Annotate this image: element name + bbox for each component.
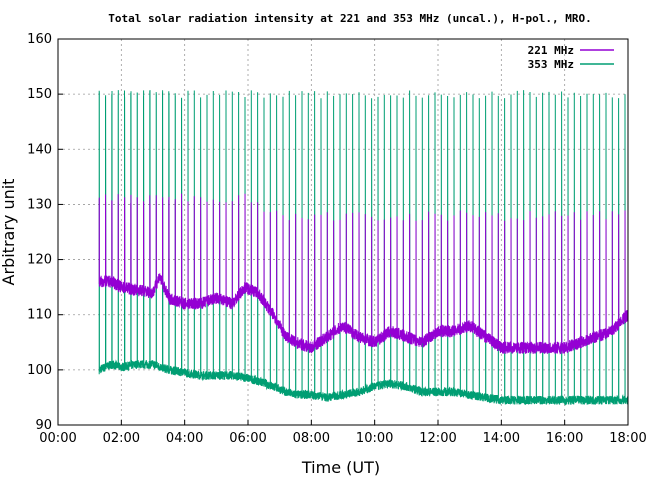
y-tick-label: 110 bbox=[27, 308, 52, 323]
y-axis-label: Arbitrary unit bbox=[0, 179, 18, 286]
series-layer bbox=[98, 90, 629, 406]
series-line-221-mhz bbox=[98, 193, 629, 355]
x-tick-label: 14:00 bbox=[483, 431, 520, 446]
y-tick-label: 140 bbox=[27, 142, 52, 157]
x-tick-label: 02:00 bbox=[103, 431, 140, 446]
grid-lines bbox=[58, 39, 628, 425]
x-axis-label: Time (UT) bbox=[301, 458, 380, 477]
y-tick-label: 120 bbox=[27, 253, 52, 268]
chart-title: Total solar radiation intensity at 221 a… bbox=[108, 12, 591, 25]
series-221-mhz bbox=[98, 193, 629, 355]
legend-label-353: 353 MHz bbox=[528, 58, 574, 71]
x-tick-label: 00:00 bbox=[39, 431, 76, 446]
y-tick-label: 150 bbox=[27, 87, 52, 102]
x-tick-label: 04:00 bbox=[166, 431, 203, 446]
y-tick-label: 100 bbox=[27, 363, 52, 378]
legend: 221 MHz 353 MHz bbox=[528, 44, 614, 71]
y-tick-label: 90 bbox=[35, 418, 52, 433]
x-tick-label: 08:00 bbox=[293, 431, 330, 446]
y-tick-label: 160 bbox=[27, 32, 52, 47]
y-tick-label: 130 bbox=[27, 197, 52, 212]
x-tick-label: 18:00 bbox=[609, 431, 646, 446]
series-353-mhz bbox=[98, 90, 629, 406]
series-line-353-mhz bbox=[98, 90, 629, 406]
x-tick-label: 16:00 bbox=[546, 431, 583, 446]
x-tick-label: 06:00 bbox=[229, 431, 266, 446]
plot-frame bbox=[57, 38, 629, 426]
x-tick-label: 10:00 bbox=[356, 431, 393, 446]
tick-labels: 00:00 02:00 04:00 06:00 08:00 10:00 12:00 14:00… bbox=[27, 32, 647, 446]
legend-label-221: 221 MHz bbox=[528, 44, 574, 57]
x-tick-label: 12:00 bbox=[419, 431, 456, 446]
